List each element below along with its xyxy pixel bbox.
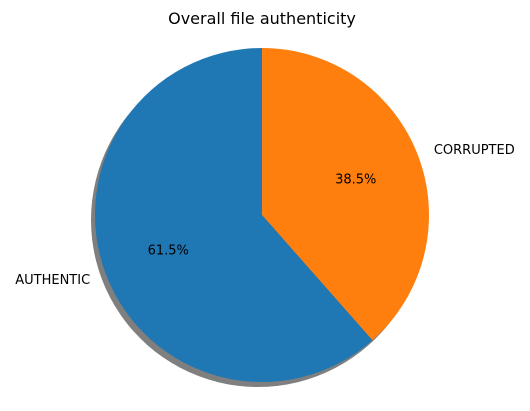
- slice-label-corrupted: CORRUPTED: [434, 143, 515, 158]
- pie-labels: CORRUPTED 38.5% AUTHENTIC 61.5%: [15, 143, 515, 288]
- slice-percent-corrupted: 38.5%: [335, 173, 376, 188]
- slice-corrupted: [262, 48, 430, 341]
- slice-label-authentic: AUTHENTIC: [15, 273, 90, 288]
- chart-title: Overall file authenticity: [168, 9, 356, 28]
- slice-percent-authentic: 61.5%: [148, 243, 189, 258]
- slice-authentic: [95, 48, 373, 383]
- pie-slices: [95, 48, 430, 383]
